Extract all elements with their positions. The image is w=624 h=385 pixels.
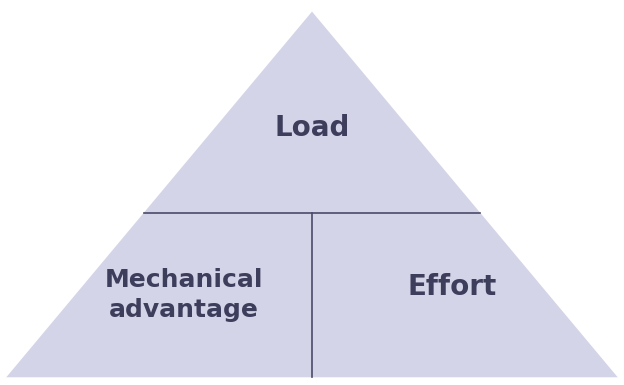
Text: Effort: Effort xyxy=(407,273,497,301)
Text: Load: Load xyxy=(275,114,349,142)
Polygon shape xyxy=(6,12,618,377)
Text: Mechanical
advantage: Mechanical advantage xyxy=(105,268,263,322)
